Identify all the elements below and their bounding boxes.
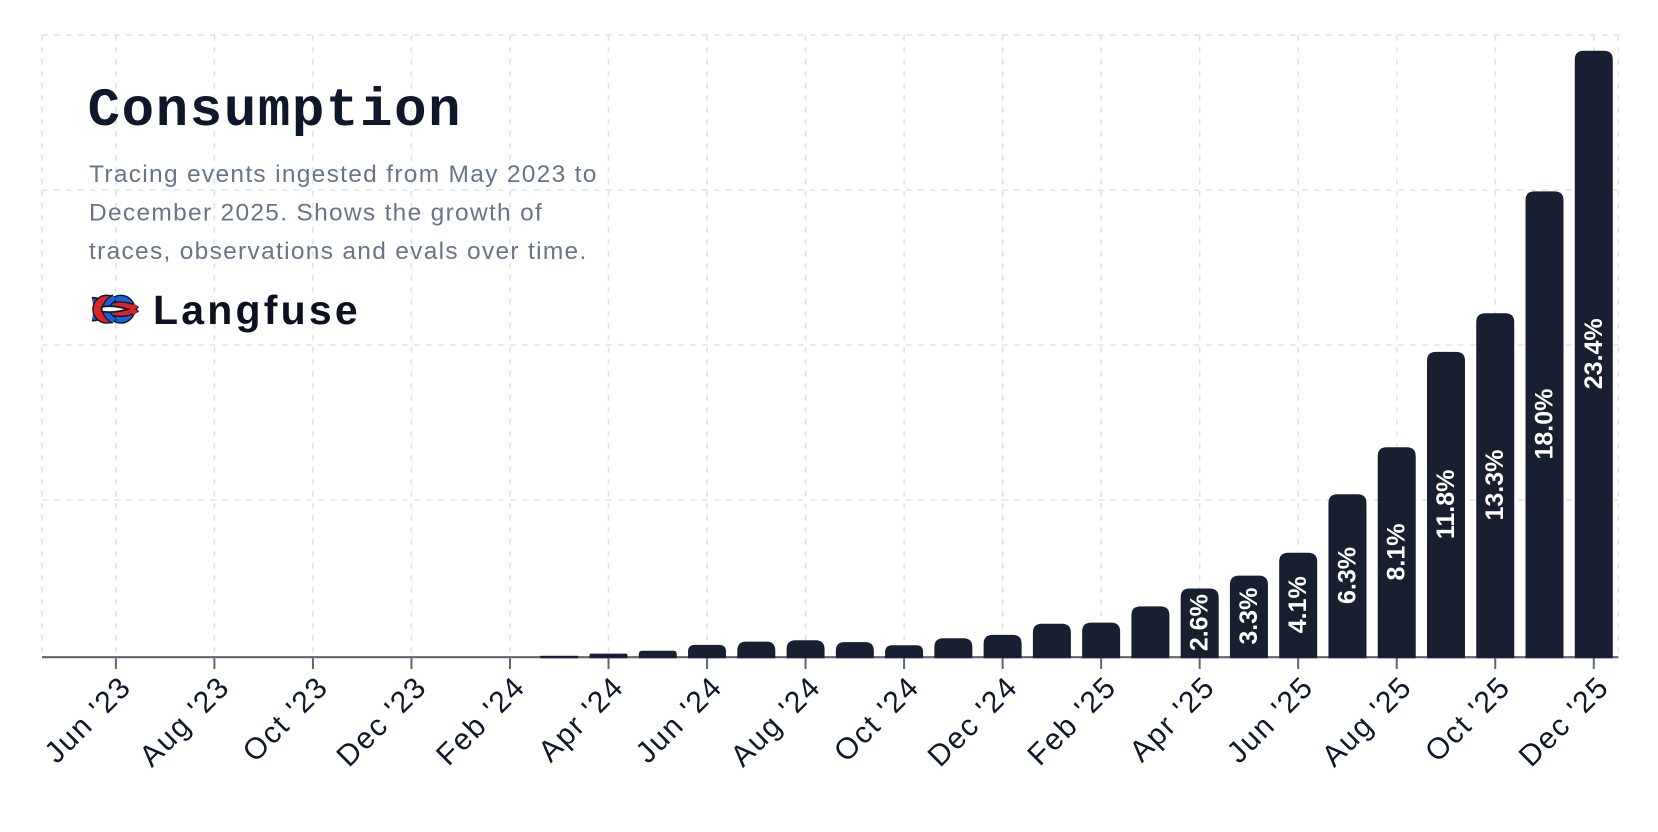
svg-text:11.8%: 11.8% <box>1432 470 1460 540</box>
svg-text:13.3%: 13.3% <box>1481 450 1509 521</box>
svg-text:8.1%: 8.1% <box>1383 524 1411 581</box>
svg-text:3.3%: 3.3% <box>1235 588 1263 645</box>
svg-text:4.1%: 4.1% <box>1284 576 1312 633</box>
svg-text:Consumption: Consumption <box>88 81 463 142</box>
svg-text:18.0%: 18.0% <box>1531 389 1559 460</box>
svg-text:2.6%: 2.6% <box>1186 594 1214 651</box>
svg-text:Langfuse: Langfuse <box>153 287 361 333</box>
svg-text:6.3%: 6.3% <box>1333 547 1361 604</box>
svg-text:December 2025. Shows the growt: December 2025. Shows the growth of <box>89 199 543 226</box>
svg-text:traces, observations and evals: traces, observations and evals over time… <box>89 238 588 265</box>
svg-text:Tracing events ingested from M: Tracing events ingested from May 2023 to <box>89 161 598 188</box>
svg-text:23.4%: 23.4% <box>1580 318 1608 389</box>
